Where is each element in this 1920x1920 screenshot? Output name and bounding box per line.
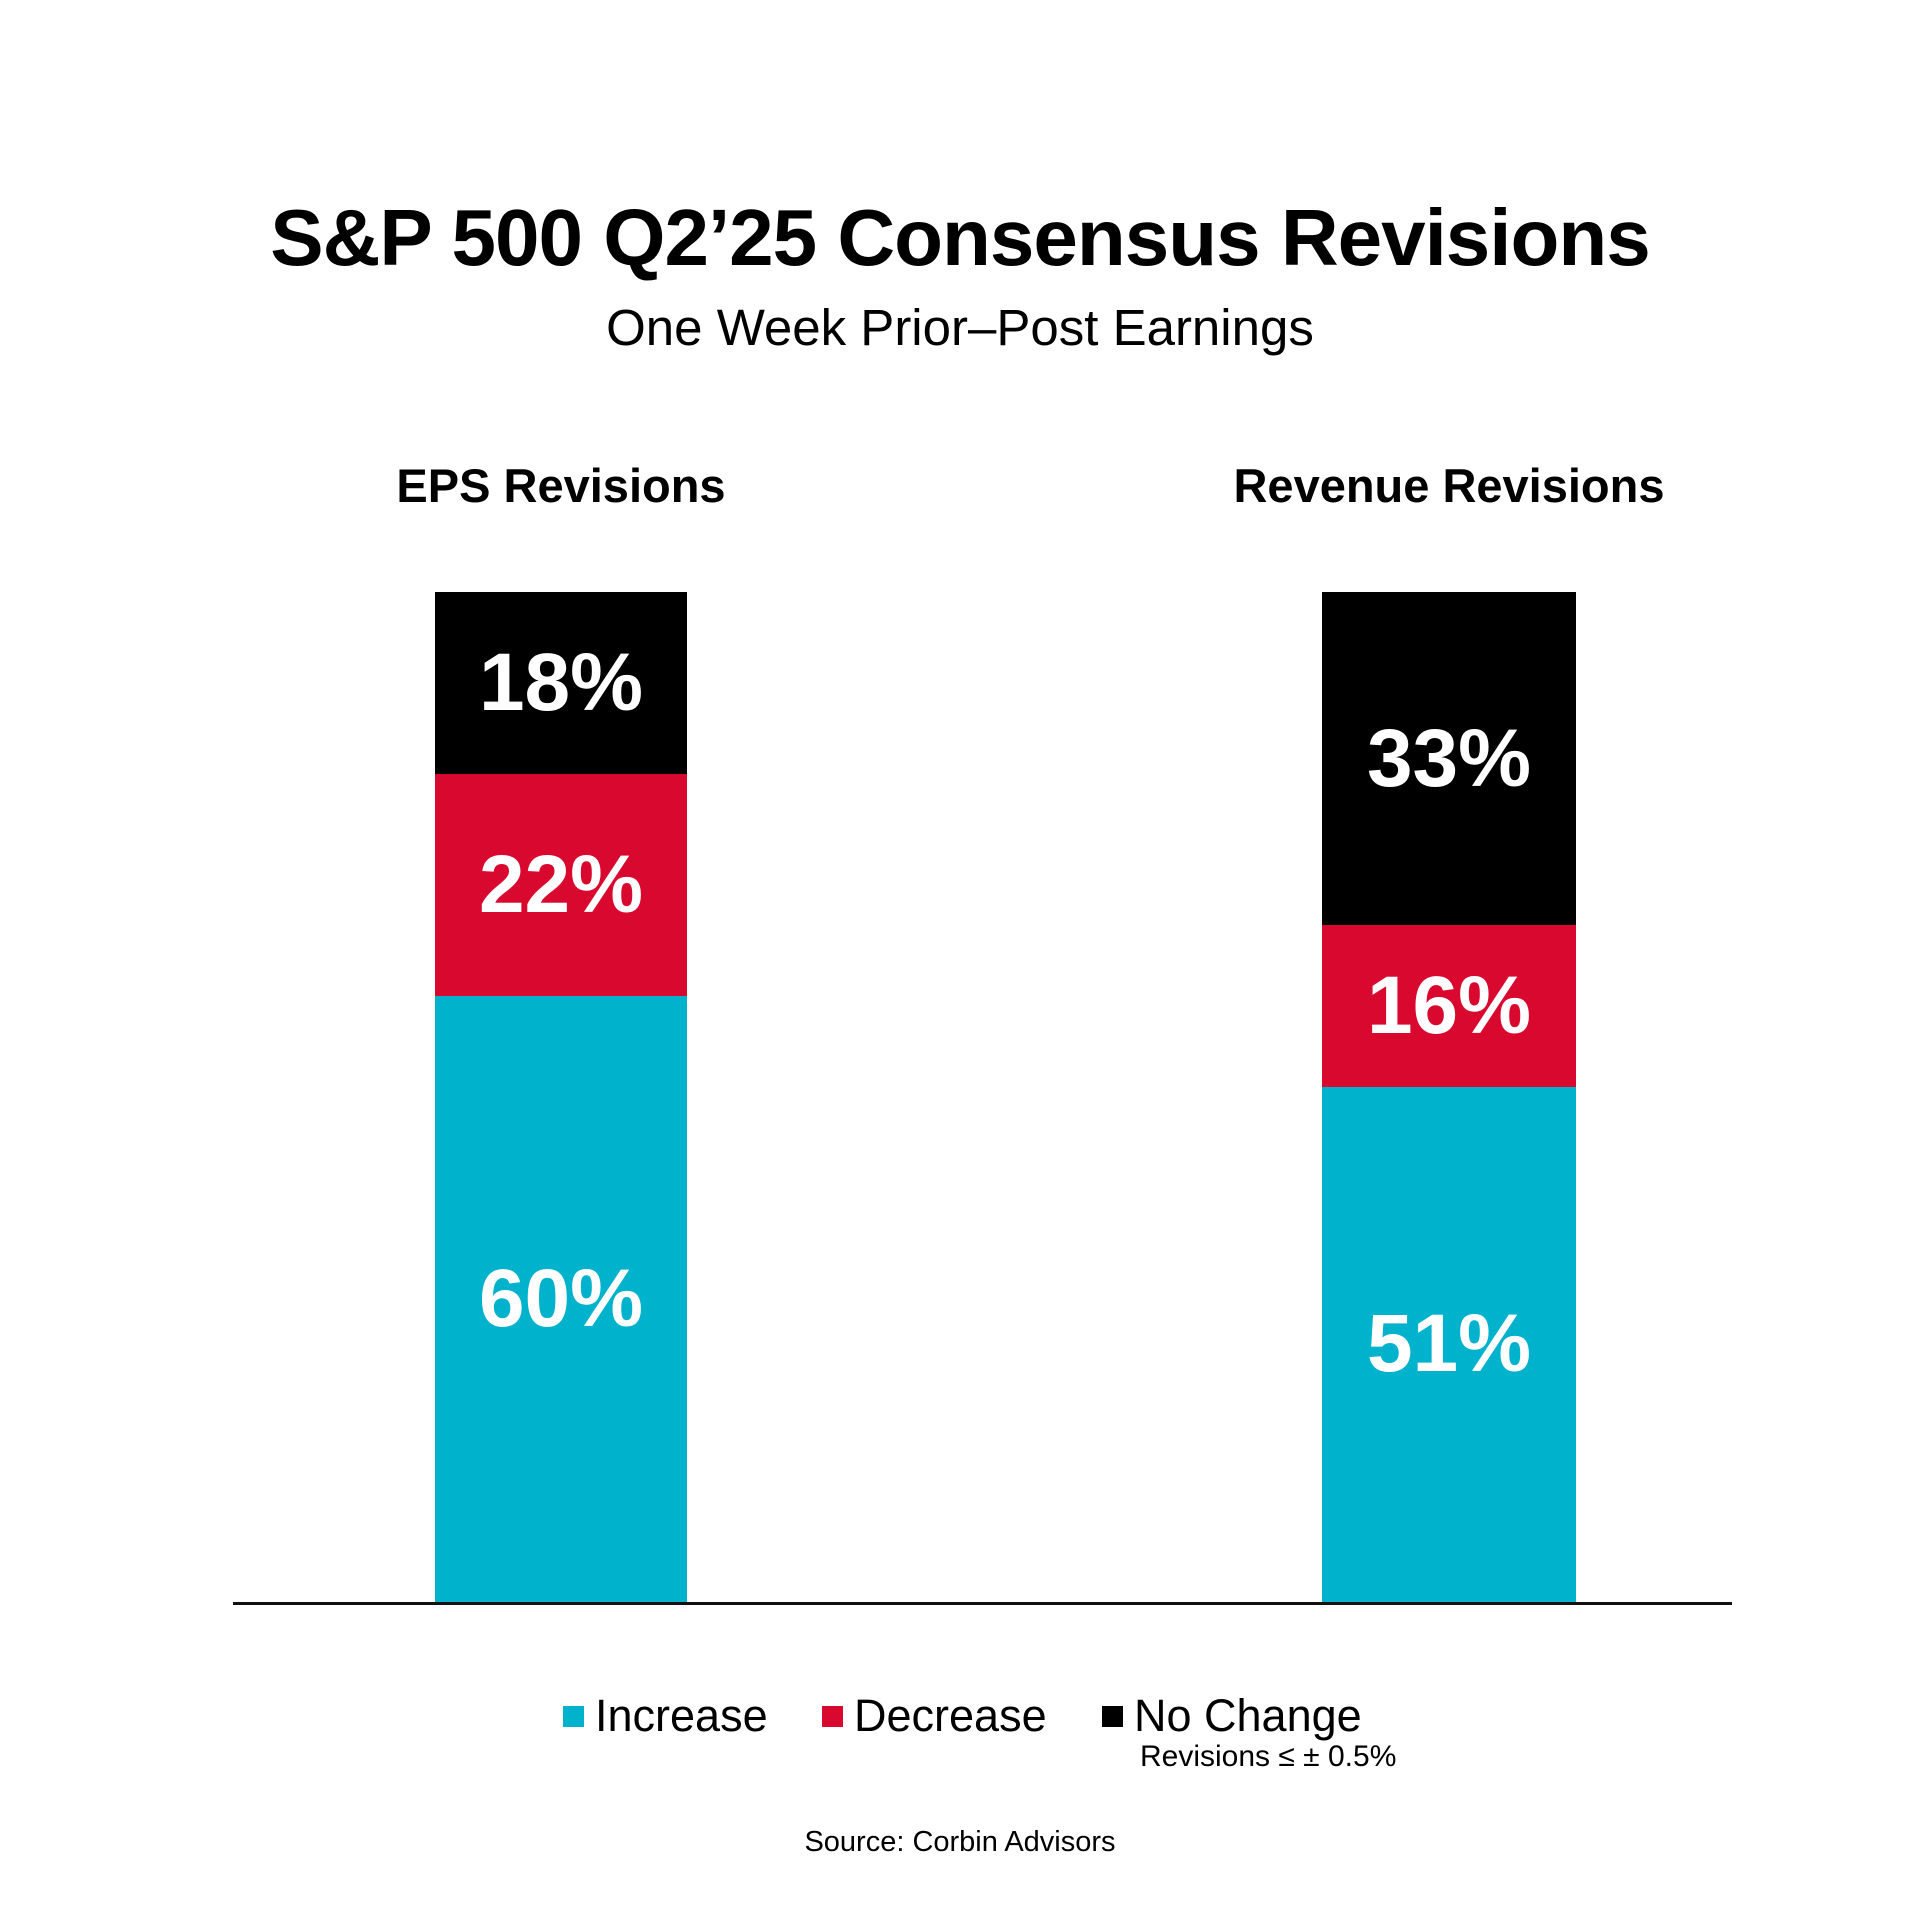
- bar-segment-decrease: 16%: [1322, 925, 1576, 1087]
- segment-value-label: 33%: [1366, 712, 1532, 804]
- bar-segment-no-change: 33%: [1322, 592, 1576, 926]
- legend-item-increase: Increase: [563, 1690, 768, 1741]
- decrease-swatch-icon: [822, 1705, 843, 1727]
- chart-subtitle: One Week Prior–Post Earnings: [606, 299, 1314, 356]
- source-attribution: Source: Corbin Advisors: [804, 1826, 1116, 1858]
- segment-value-label: 18%: [478, 636, 644, 728]
- legend-note: Revisions ≤ ± 0.5%: [1140, 1740, 1397, 1773]
- x-axis-baseline: [233, 1602, 1732, 1605]
- stacked-bar-eps-revisions: 18% 22% 60%: [435, 592, 687, 1602]
- stacked-bar-revenue-revisions: 33% 16% 51%: [1322, 592, 1576, 1602]
- legend-label-decrease: Decrease: [854, 1690, 1047, 1741]
- no-change-swatch-icon: [1102, 1705, 1123, 1727]
- segment-value-label: 16%: [1366, 960, 1532, 1052]
- bar-segment-no-change: 18%: [435, 592, 687, 774]
- category-label-eps-revisions: EPS Revisions: [396, 459, 726, 512]
- legend-item-no-change: No Change: [1102, 1690, 1362, 1741]
- bar-segment-increase: 60%: [435, 995, 687, 1602]
- segment-value-label: 60%: [478, 1252, 644, 1344]
- segment-value-label: 51%: [1366, 1298, 1532, 1390]
- bar-segment-decrease: 22%: [435, 773, 687, 996]
- category-label-revenue-revisions: Revenue Revisions: [1233, 459, 1665, 512]
- legend-label-increase: Increase: [595, 1690, 768, 1741]
- chart-title: S&P 500 Q2’25 Consensus Revisions: [270, 193, 1651, 282]
- bar-segment-increase: 51%: [1322, 1086, 1576, 1602]
- increase-swatch-icon: [563, 1705, 584, 1727]
- legend-label-no-change: No Change: [1134, 1690, 1362, 1741]
- segment-value-label: 22%: [478, 838, 644, 930]
- legend-item-decrease: Decrease: [822, 1690, 1047, 1741]
